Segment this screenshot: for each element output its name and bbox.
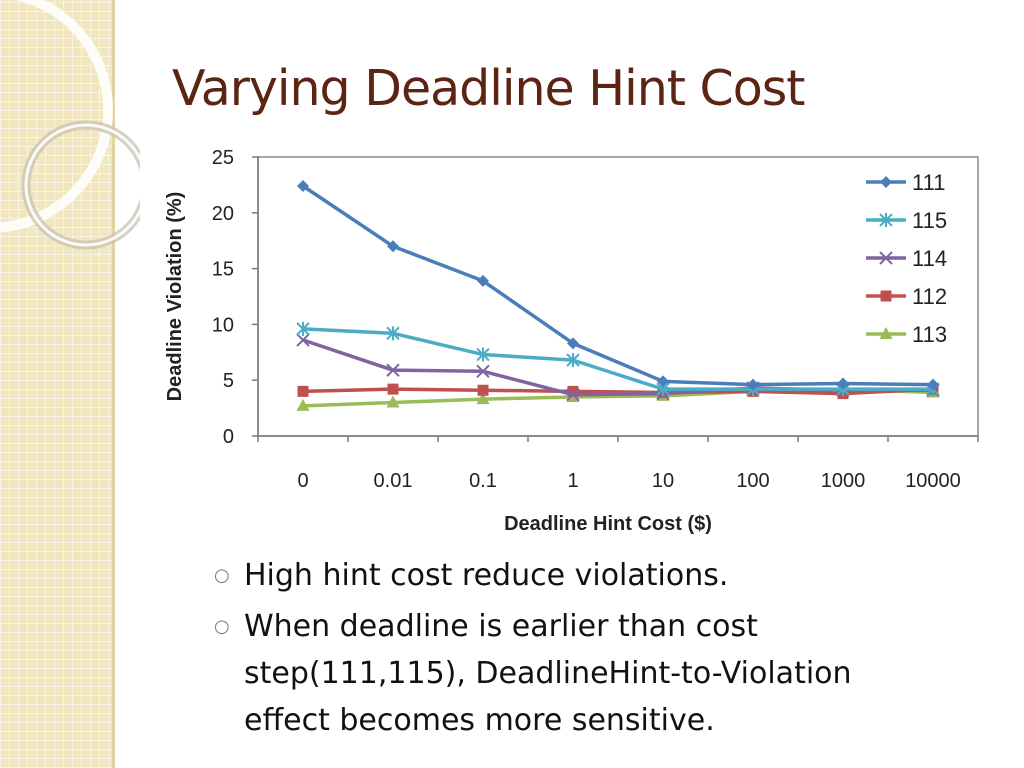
- legend-marker-111: [880, 176, 892, 188]
- x-axis-title: Deadline Hint Cost ($): [504, 513, 712, 535]
- data-point-112: [387, 383, 399, 395]
- data-point-114: [566, 388, 580, 402]
- x-tick-label: 1000: [821, 470, 866, 492]
- data-point-114: [386, 363, 400, 377]
- data-point-113: [386, 395, 400, 408]
- data-point-112: [297, 385, 309, 397]
- data-point-115: [386, 326, 400, 341]
- data-point-114: [476, 364, 490, 378]
- x-tick-label: 10000: [905, 470, 961, 492]
- bullet-list: ○ High hint cost reduce violations. ○ Wh…: [210, 552, 930, 748]
- data-point-111: [837, 377, 849, 390]
- y-tick-label: 10: [212, 314, 234, 336]
- series-line-115: [302, 327, 933, 391]
- data-point-111: [477, 274, 489, 287]
- legend-marker-115: [879, 213, 893, 227]
- y-tick-label: 0: [223, 426, 234, 448]
- decorative-rings: [0, 0, 140, 250]
- hollow-circle-bullet-icon: ○: [214, 565, 230, 586]
- y-tick-label: 20: [212, 203, 234, 225]
- decorative-ring-small-inner: [24, 123, 140, 247]
- legend-marker-113: [879, 327, 893, 339]
- line-chart: 0 5 10 15 20 25 0 0.01 0.1 1 10 100 1000 10000 Deadlin…: [164, 147, 979, 535]
- data-point-113: [476, 392, 490, 405]
- data-point-111: [297, 180, 309, 193]
- x-tick-label: 0: [297, 470, 308, 492]
- legend-label: 112: [912, 284, 947, 309]
- legend-label: 114: [912, 246, 947, 271]
- data-point-112: [567, 385, 579, 397]
- data-point-111: [927, 378, 939, 391]
- x-tick-label: 10: [652, 470, 674, 492]
- data-point-111: [747, 378, 759, 391]
- bullet-text: High hint cost reduce violations.: [244, 558, 729, 593]
- legend-marker-114: [879, 251, 893, 265]
- bullet-text: When deadline is earlier than cost step(…: [244, 609, 852, 738]
- data-point-115: [296, 321, 310, 336]
- x-tick-label: 0.1: [469, 470, 497, 492]
- x-tick-label: 100: [736, 470, 769, 492]
- legend-marker-112: [880, 290, 892, 302]
- data-point-114: [296, 333, 310, 347]
- hollow-circle-bullet-icon: ○: [214, 616, 230, 637]
- bullet-item: ○ High hint cost reduce violations.: [210, 552, 930, 599]
- data-point-111: [657, 375, 669, 388]
- legend-label: 111: [912, 170, 945, 195]
- series-line-112: [302, 387, 934, 396]
- x-tick-label: 0.01: [374, 470, 413, 492]
- y-tick-label: 25: [212, 147, 234, 169]
- legend-label: 115: [912, 208, 947, 233]
- data-point-111: [567, 337, 579, 350]
- side-strip-edge: [112, 0, 115, 768]
- decorative-ring-large: [0, 0, 113, 233]
- data-point-115: [476, 347, 490, 362]
- series-line-111: [302, 184, 934, 387]
- x-tick-label: 1: [567, 470, 578, 492]
- data-point-115: [566, 353, 580, 368]
- data-point-113: [296, 398, 310, 411]
- y-axis-title: Deadline Violation (%): [164, 192, 186, 402]
- bullet-item: ○ When deadline is earlier than cost ste…: [210, 603, 930, 744]
- data-point-112: [477, 384, 489, 396]
- slide-title: Varying Deadline Hint Cost: [172, 60, 805, 117]
- legend-label: 113: [912, 322, 947, 347]
- data-point-111: [387, 240, 399, 253]
- y-tick-label: 5: [223, 370, 234, 392]
- y-tick-label: 15: [212, 259, 234, 281]
